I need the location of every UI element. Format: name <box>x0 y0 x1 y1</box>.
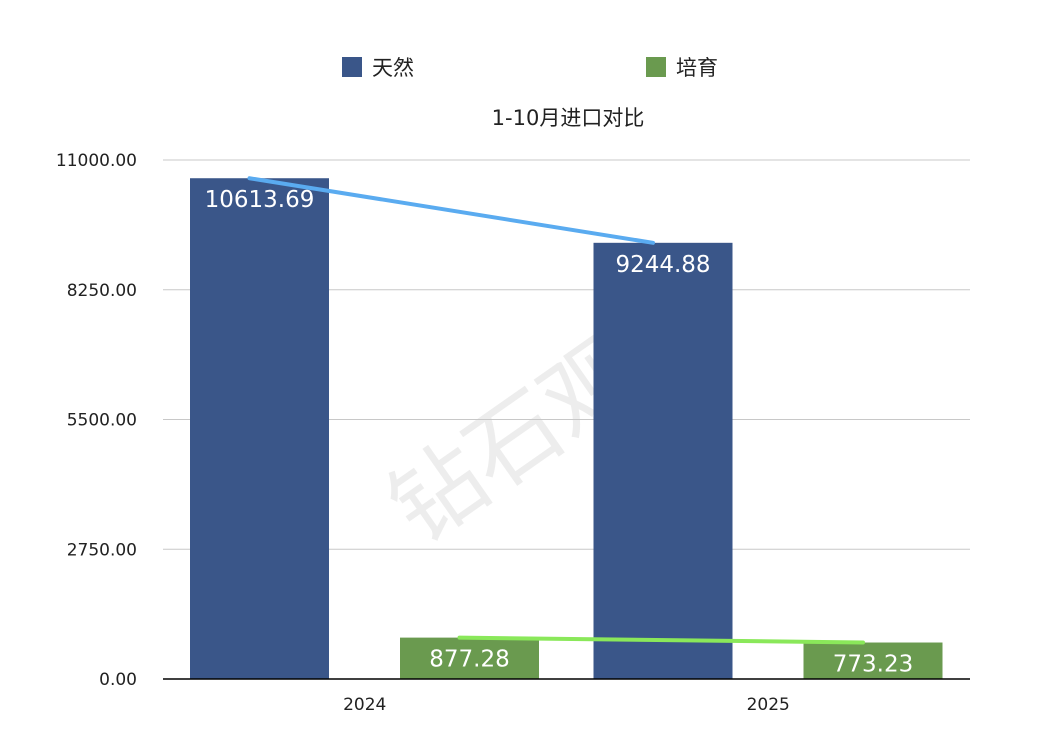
y-tick-label: 8250.00 <box>67 281 137 301</box>
trend-line-lab-grown <box>457 635 865 645</box>
bar-natural-2024 <box>190 178 329 679</box>
trend-line-natural <box>247 176 655 245</box>
bar-natural-2025 <box>593 242 733 679</box>
trend-lines <box>247 176 865 645</box>
bar-lab-grown-2024 <box>400 637 539 679</box>
data-label: 10613.69 <box>205 187 315 213</box>
bars <box>190 178 943 679</box>
y-tick-label: 11000.00 <box>56 151 137 171</box>
legend-label-lab-grown: 培育 <box>676 56 718 80</box>
bar-lab-grown-2025 <box>803 642 943 679</box>
x-tick-label: 2024 <box>343 695 386 715</box>
chart-title: 1-10月进口对比 <box>492 106 645 130</box>
y-tick-label: 5500.00 <box>67 411 137 431</box>
data-label: 9244.88 <box>615 252 710 278</box>
x-axis: 2024 2025 <box>343 695 790 715</box>
y-tick-label: 2750.00 <box>67 540 137 560</box>
data-labels: 10613.69 9244.88 877.28 773.23 <box>205 187 914 677</box>
data-label: 773.23 <box>833 652 913 678</box>
legend: 天然 培育 <box>342 56 718 80</box>
y-tick-label: 0.00 <box>99 670 137 690</box>
y-axis: 0.00 2750.00 5500.00 8250.00 11000.00 <box>56 151 137 690</box>
legend-swatch-natural <box>342 57 362 77</box>
x-tick-label: 2025 <box>747 695 790 715</box>
legend-label-natural: 天然 <box>372 56 414 80</box>
legend-swatch-lab-grown <box>646 57 666 77</box>
data-label: 877.28 <box>429 647 509 673</box>
